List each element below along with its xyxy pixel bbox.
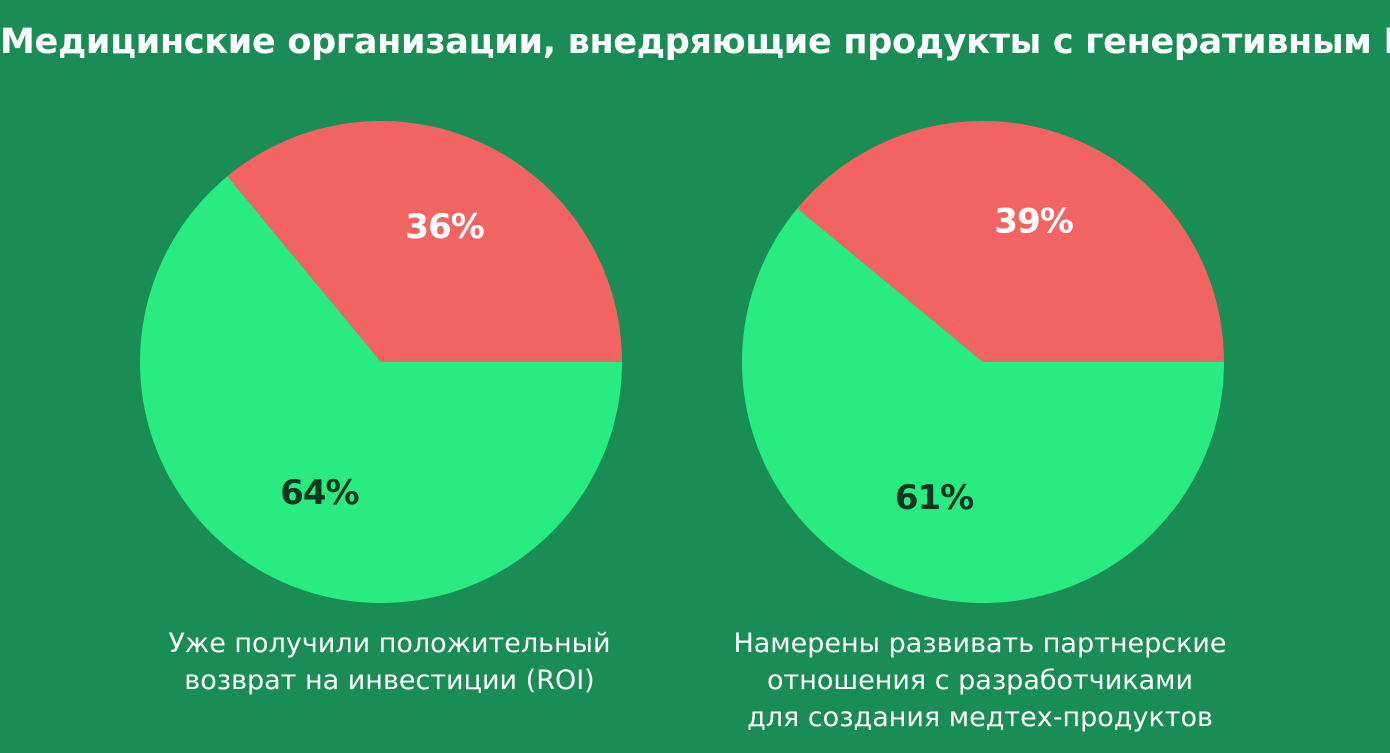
pie-1-label-36: 36% xyxy=(405,207,483,247)
pie-caption-partnerships: Намерены развивать партнерские отношения… xyxy=(733,628,1227,733)
pie-1-label-64: 64% xyxy=(280,473,358,513)
pie-1-slice-green xyxy=(140,176,622,603)
pie-2-slice-red xyxy=(797,121,1224,362)
pie-caption-roi: Уже получили положительный возврат на ин… xyxy=(168,628,611,696)
page-title: Медицинские организации, внедряющие прод… xyxy=(0,22,1390,62)
pie-2-label-39: 39% xyxy=(994,201,1072,241)
pie-1-slice-red xyxy=(227,120,623,362)
pie-2-label-61: 61% xyxy=(895,478,973,518)
pie-2-slice-green xyxy=(741,208,1224,604)
